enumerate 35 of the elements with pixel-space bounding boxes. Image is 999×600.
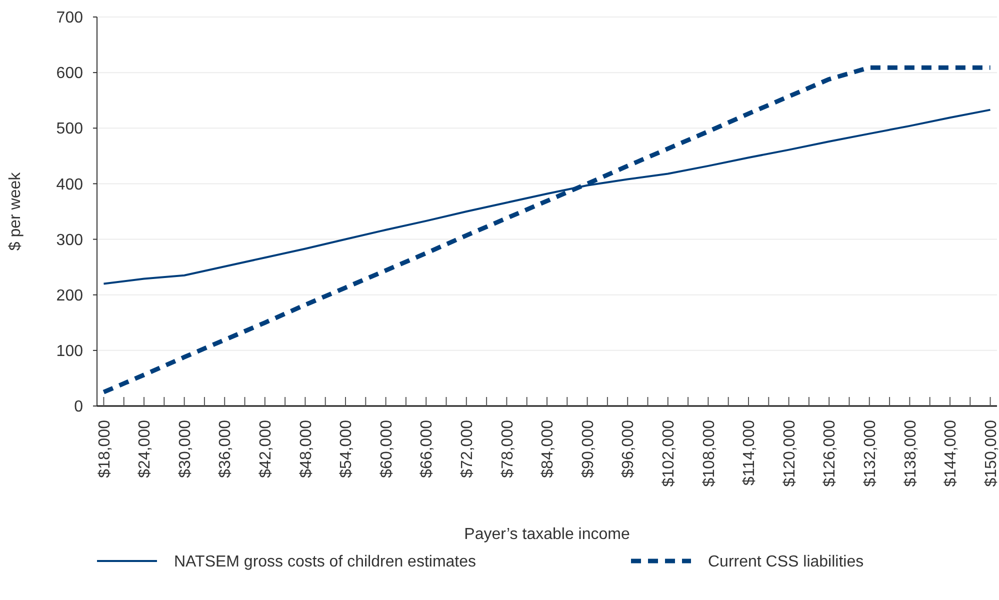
x-tick-label: $132,000 (862, 420, 879, 487)
x-tick-label: $84,000 (540, 420, 557, 478)
x-tick-label: $54,000 (338, 420, 356, 478)
x-tick-label: $96,000 (620, 420, 638, 478)
x-tick-label: $138,000 (902, 420, 920, 487)
y-axis-title: $ per week (7, 171, 24, 251)
y-tick-label: 100 (56, 343, 84, 360)
legend-label: NATSEM gross costs of children estimates (174, 554, 476, 571)
x-axis-title: Payer’s taxable income (464, 526, 630, 543)
x-tick-label: $72,000 (459, 420, 476, 478)
x-tick-label: $42,000 (258, 420, 275, 478)
y-tick-label: 200 (56, 287, 84, 304)
x-tick-label: $126,000 (822, 420, 839, 487)
y-tick-label: 300 (56, 232, 84, 249)
x-tick-label: $18,000 (96, 420, 114, 478)
x-tick-label: $66,000 (418, 420, 436, 478)
y-tick-label: 0 (74, 398, 84, 416)
x-tick-label: $36,000 (217, 420, 234, 478)
x-tick-label: $144,000 (942, 420, 960, 487)
x-tick-label: $78,000 (499, 420, 516, 478)
x-tick-label: $102,000 (660, 420, 678, 487)
y-tick-label: 500 (56, 120, 84, 138)
x-tick-label: $150,000 (982, 420, 999, 487)
x-tick-label: $24,000 (136, 420, 154, 478)
x-tick-label: $114,000 (741, 420, 758, 486)
y-tick-label: 600 (56, 65, 84, 82)
x-tick-label: $30,000 (176, 420, 194, 478)
y-tick-label: 400 (56, 176, 84, 194)
x-tick-label: $120,000 (781, 420, 798, 487)
x-tick-label: $108,000 (700, 420, 718, 487)
x-tick-label: $60,000 (378, 420, 396, 478)
y-tick-label: 700 (56, 10, 84, 27)
x-tick-label: $90,000 (580, 420, 597, 478)
x-tick-label: $48,000 (298, 420, 315, 478)
legend-label: Current CSS liabilities (708, 554, 864, 571)
